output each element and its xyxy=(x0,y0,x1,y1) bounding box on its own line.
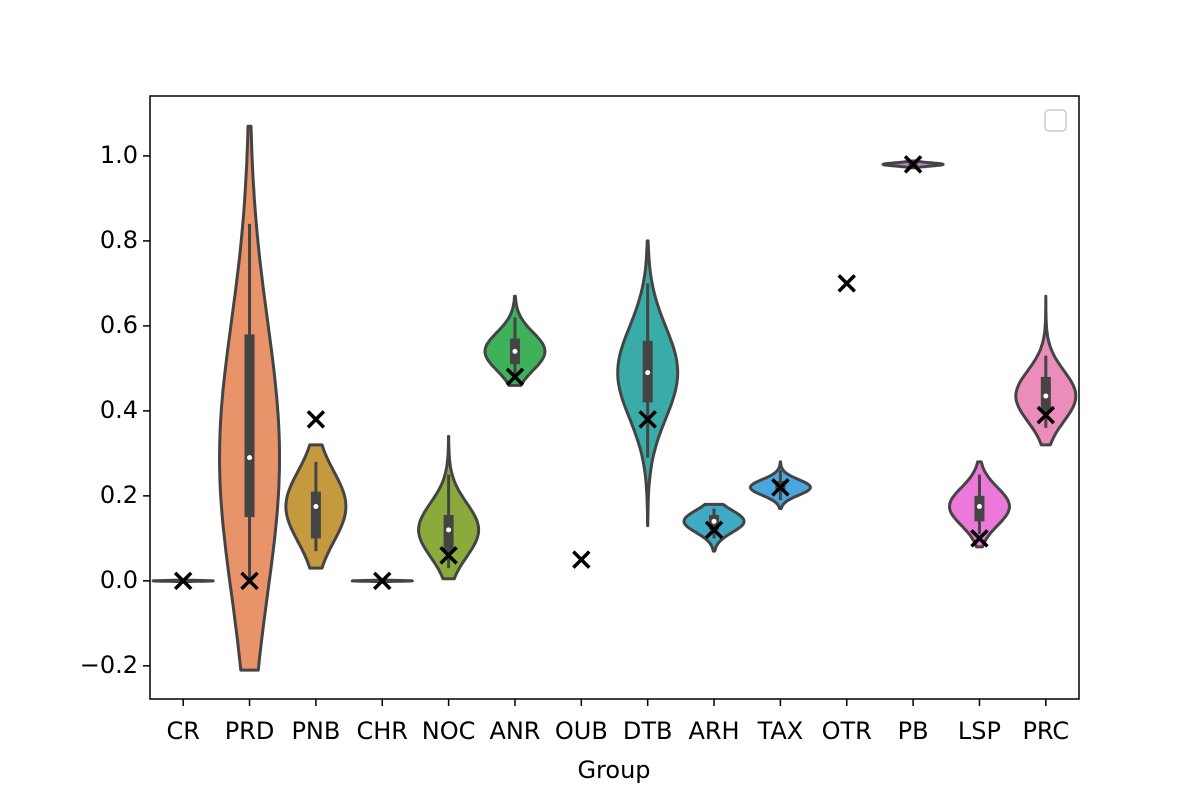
y-tick-label: 0.2 xyxy=(100,481,138,509)
median-dot xyxy=(512,348,518,354)
x-tick-label: CHR xyxy=(357,717,408,745)
x-marker xyxy=(306,410,326,429)
median-dot xyxy=(711,518,717,524)
x-marker xyxy=(240,571,259,591)
x-tick-label: PRD xyxy=(225,717,275,745)
x-tick-label: OTR xyxy=(822,717,872,745)
x-tick-label: NOC xyxy=(422,717,476,745)
y-tick-label: 0.0 xyxy=(100,566,138,594)
y-tick-label: 0.6 xyxy=(100,311,138,339)
x-marker xyxy=(771,478,790,497)
y-tick-label: 1.0 xyxy=(100,141,138,169)
y-tick-label: 0.4 xyxy=(100,396,138,424)
x-tick-label: PRC xyxy=(1022,717,1069,745)
x-marker xyxy=(505,367,525,387)
x-tick-label: PB xyxy=(898,717,929,745)
median-dot xyxy=(645,370,651,376)
median-dot xyxy=(313,503,319,509)
y-tick-label: −0.2 xyxy=(80,651,138,679)
x-marker xyxy=(439,546,458,565)
x-tick-label: TAX xyxy=(757,717,804,745)
x-tick-label: PNB xyxy=(291,717,340,745)
x-tick-label: OUB xyxy=(555,717,608,745)
x-tick-label: LSP xyxy=(958,717,1001,745)
legend-box xyxy=(1044,109,1067,132)
x-marker xyxy=(1036,405,1056,425)
box xyxy=(244,334,255,518)
x-tick-label: DTB xyxy=(623,717,673,745)
x-marker xyxy=(373,571,392,591)
x-marker xyxy=(903,155,923,174)
x-axis-label: Group xyxy=(577,756,650,784)
x-marker xyxy=(837,274,856,293)
x-marker xyxy=(638,410,657,429)
box xyxy=(443,514,454,552)
x-marker xyxy=(970,529,989,548)
box xyxy=(310,491,321,539)
x-tick-label: ARH xyxy=(688,717,739,745)
median-dot xyxy=(446,527,452,533)
x-marker xyxy=(173,571,193,591)
x-tick-label: CR xyxy=(166,717,199,745)
y-tick-label: 0.8 xyxy=(100,226,138,254)
plot-frame xyxy=(149,95,1080,700)
median-dot xyxy=(976,503,982,509)
x-marker xyxy=(704,520,724,540)
median-dot xyxy=(1043,393,1049,399)
x-tick-label: ANR xyxy=(489,717,540,745)
x-marker xyxy=(572,550,591,569)
median-dot xyxy=(247,455,253,461)
